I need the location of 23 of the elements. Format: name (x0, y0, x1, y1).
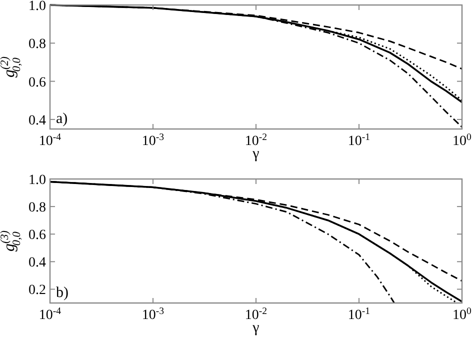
x-tick-label: 10$^{-4}$ (38, 132, 62, 149)
x-tick-label: 10$^{-4}$ (38, 306, 62, 323)
x-tick-label: 10$^{0}$ (452, 306, 472, 323)
y-tick-label: 0.8 (28, 37, 46, 52)
x-tick-label: 10$^{-3}$ (142, 132, 164, 149)
annotation: b) (56, 285, 68, 301)
x-tick-label: 10$^{-2}$ (244, 306, 268, 323)
x-tick-label: 10$^{-1}$ (348, 132, 370, 149)
y-tick-label: 0.4 (28, 256, 46, 271)
x-tick-label: 10$^{0}$ (452, 132, 472, 149)
x-tick-label: 10$^{-1}$ (348, 306, 370, 323)
x-axis-title: γ (252, 146, 260, 162)
y-tick-label: 0.8 (28, 200, 46, 216)
y-tick-label: 0.6 (28, 75, 46, 90)
x-tick-label: 10$^{-2}$ (244, 132, 268, 149)
y-tick-label: 0.2 (28, 283, 46, 298)
annotation: a) (56, 111, 68, 127)
y-tick-label: 1.0 (28, 173, 46, 188)
y-tick-label: 0.4 (28, 113, 46, 128)
x-axis-title: γ (252, 320, 260, 336)
y-tick-label: 0.6 (28, 228, 46, 244)
x-tick-label: 10$^{-3}$ (142, 306, 164, 323)
y-tick-label: 1.0 (28, 0, 46, 14)
